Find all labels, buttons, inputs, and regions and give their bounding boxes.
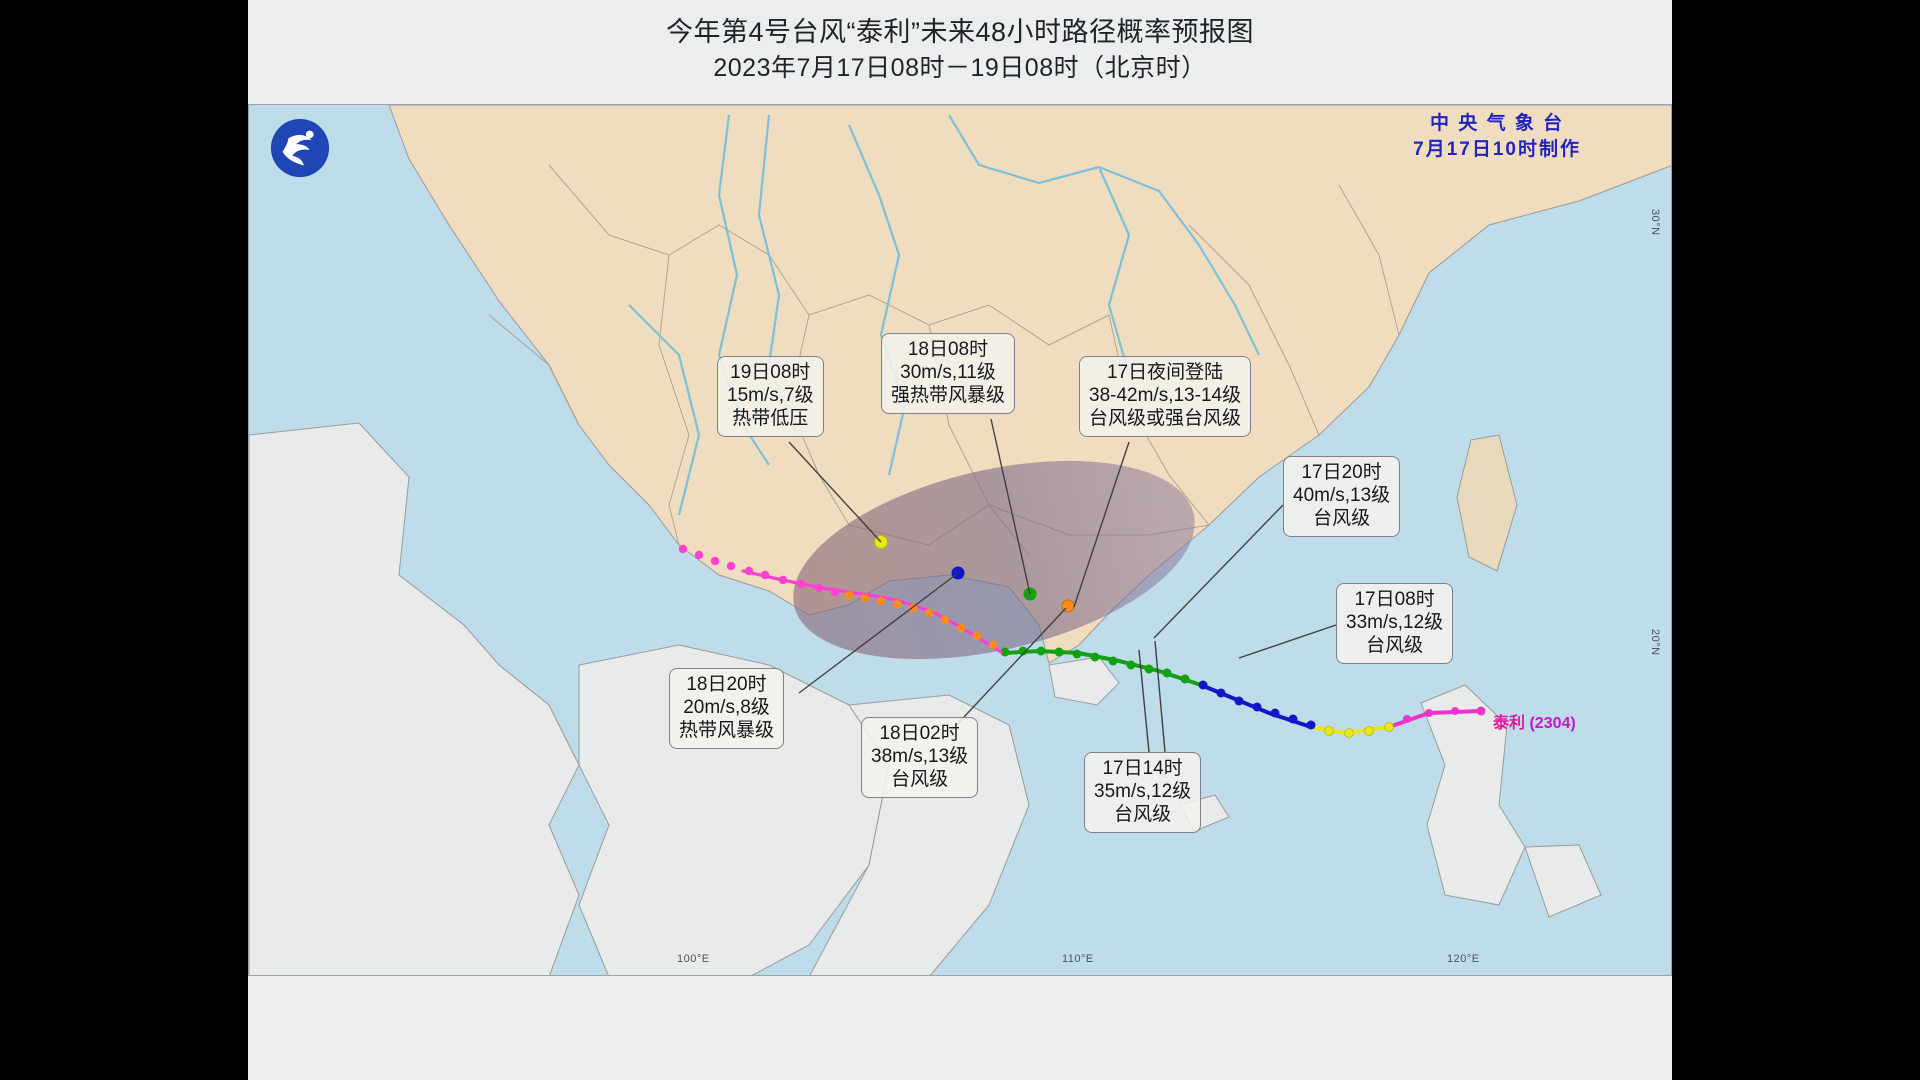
page-subtitle: 2023年7月17日08时－19日08时（北京时） [713, 54, 1207, 82]
callout-time: 17日夜间登陆 [1106, 362, 1224, 383]
typhoon-track-map[interactable]: 中 央 气 象 台 7月17日10时制作 泰利 (2304) 100°E 110… [248, 104, 1672, 976]
typhoon-number: (2304) [1529, 715, 1576, 732]
callout-category: 台风级 [1313, 508, 1371, 530]
typhoon-name-label: 泰利 (2304) [1493, 709, 1576, 733]
lon-label-100e: 100°E [677, 953, 710, 965]
lat-label-20n: 20°N [1649, 629, 1661, 656]
callout-time: 17日14时 [1102, 758, 1183, 779]
callout-18d02[interactable]: 18日02时 38m/s,13级 台风级 [861, 717, 979, 798]
page-title: 今年第4号台风“泰利”未来48小时路径概率预报图 [665, 17, 1255, 47]
callout-wind: 38-42m/s,13-14级 [1089, 385, 1242, 407]
callout-time: 18日02时 [879, 723, 960, 744]
agency-issued-time: 7月17日10时制作 [1413, 138, 1581, 160]
callout-wind: 35m/s,12级 [1094, 781, 1192, 803]
map-base-layer [249, 105, 1671, 975]
callout-time: 18日08时 [907, 339, 989, 360]
video-frame: 今年第4号台风“泰利”未来48小时路径概率预报图 2023年7月17日08时－1… [248, 0, 1672, 1080]
map-bottom-margin [248, 976, 1672, 1080]
cma-logo-icon [269, 117, 331, 179]
callout-time: 17日20时 [1301, 462, 1382, 483]
callout-time: 18日20时 [686, 674, 767, 695]
callout-17d20[interactable]: 17日20时 40m/s,13级 台风级 [1283, 456, 1401, 537]
callout-time: 17日08时 [1354, 589, 1435, 610]
typhoon-name: 泰利 [1493, 715, 1526, 732]
callout-landfall[interactable]: 17日夜间登陆 38-42m/s,13-14级 台风级或强台风级 [1079, 356, 1252, 437]
callout-category: 热带低压 [732, 408, 809, 430]
lon-label-110e: 110°E [1062, 953, 1094, 965]
callout-category: 热带风暴级 [679, 720, 775, 742]
callout-wind: 30m/s,11级 [900, 362, 996, 384]
callout-wind: 40m/s,13级 [1293, 485, 1391, 507]
callout-category: 台风级 [1114, 804, 1172, 826]
callout-time: 19日08时 [730, 362, 811, 383]
callout-wind: 33m/s,12级 [1346, 612, 1444, 634]
lon-label-120e: 120°E [1447, 953, 1480, 965]
callout-18d08[interactable]: 18日08时 30m/s,11级 强热带风暴级 [881, 333, 1016, 414]
callout-17d08[interactable]: 17日08时 33m/s,12级 台风级 [1336, 583, 1454, 664]
callout-category: 台风级 [1366, 635, 1424, 657]
agency-stamp: 中 央 气 象 台 7月17日10时制作 [1413, 111, 1581, 162]
callout-wind: 38m/s,13级 [871, 746, 969, 768]
callout-18d20[interactable]: 18日20时 20m/s,8级 热带风暴级 [669, 668, 785, 749]
callout-wind: 15m/s,7级 [727, 385, 814, 407]
callout-category: 强热带风暴级 [891, 385, 1006, 407]
agency-name: 中 央 气 象 台 [1430, 113, 1565, 134]
callout-19d08[interactable]: 19日08时 15m/s,7级 热带低压 [717, 356, 824, 437]
callout-category: 台风级 [891, 769, 949, 791]
title-bar: 今年第4号台风“泰利”未来48小时路径概率预报图 2023年7月17日08时－1… [248, 0, 1672, 104]
callout-category: 台风级或强台风级 [1089, 408, 1242, 430]
callout-17d14[interactable]: 17日14时 35m/s,12级 台风级 [1084, 752, 1202, 833]
callout-wind: 20m/s,8级 [683, 697, 770, 719]
lat-label-30n: 30°N [1649, 209, 1661, 236]
